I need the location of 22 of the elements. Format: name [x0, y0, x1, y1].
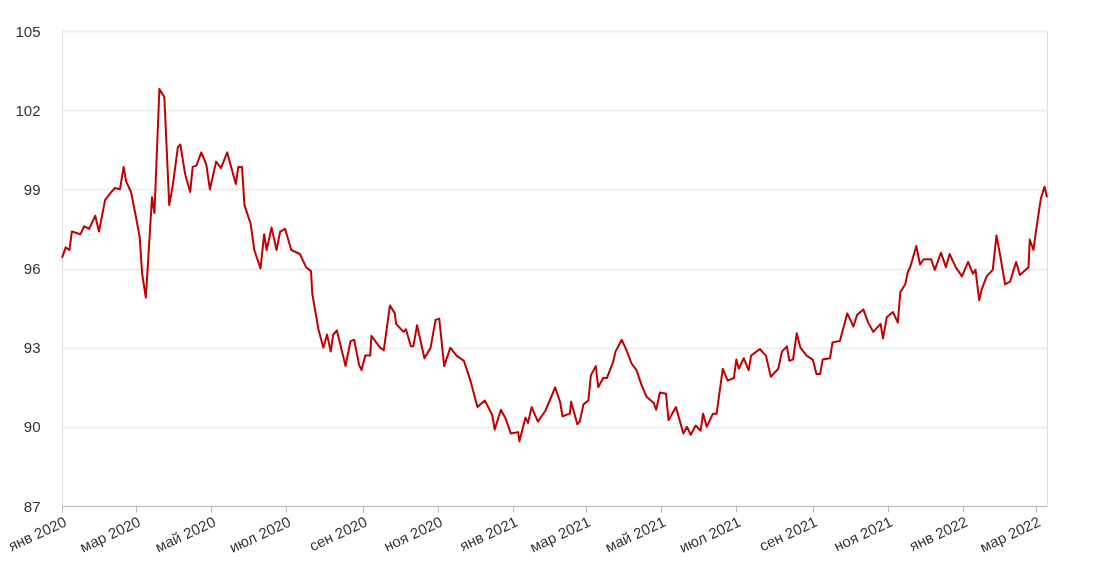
- x-tick-label: янв 2021: [456, 512, 521, 555]
- x-tick-label: мар 2021: [527, 512, 593, 556]
- x-tick-label: мар 2020: [77, 512, 143, 556]
- x-tick-label: май 2021: [602, 512, 668, 556]
- x-tick-label: сен 2021: [756, 512, 820, 555]
- x-tick-label: мар 2022: [977, 512, 1043, 556]
- x-tick-label: сен 2020: [306, 512, 370, 555]
- x-tick-label: май 2020: [152, 512, 219, 556]
- line-series: [61, 88, 1048, 443]
- y-tick-label: 90: [23, 418, 41, 436]
- x-tick-label: янв 2022: [906, 512, 971, 555]
- x-tick-label: ноя 2020: [381, 512, 445, 555]
- y-tick-label: 99: [23, 180, 41, 198]
- x-tick-label: июл 2020: [226, 512, 294, 556]
- y-tick-label: 102: [15, 101, 41, 119]
- y-tick-label: 87: [23, 497, 41, 515]
- y-tick-label: 105: [15, 22, 41, 40]
- x-tick-label: ноя 2021: [831, 512, 895, 555]
- x-tick-label: янв 2020: [5, 512, 69, 555]
- y-tick-label: 93: [23, 339, 41, 357]
- x-tick-label: июл 2021: [676, 512, 744, 556]
- y-tick-label: 96: [23, 260, 41, 277]
